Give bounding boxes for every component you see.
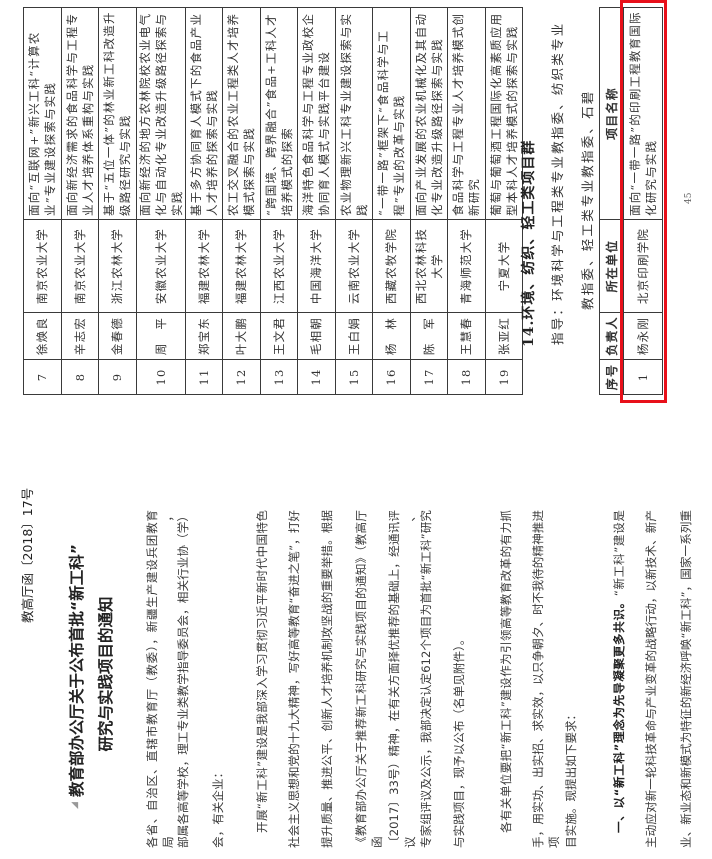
table-row: 10 周 平安徽农业大学 面向新经济的地方农林院校农业电气化与自动化专业改造升级路径… bbox=[136, 7, 185, 395]
guidance-line: 指导：环境科学与工程类专业教指委、纺织类专业 bbox=[550, 21, 565, 345]
cell-no: 7 bbox=[23, 359, 61, 395]
body-line: 主动应对新一轮科技革命与产业变革的战略行动，以新技术、新产 bbox=[644, 510, 658, 848]
body-line: 《教育部办公厅关于推荐新工科研究与实践项目的通知》（教高厅函 bbox=[354, 510, 384, 848]
cell-unit: 中国海洋大学 bbox=[297, 219, 335, 313]
cell-no: 14 bbox=[297, 359, 335, 395]
table-row: 18 王慧春 青海师范大学 食品科学与工程专业人才培养模式创新研究 bbox=[447, 7, 485, 395]
cell-no: 16 bbox=[372, 359, 410, 395]
cell-name: 张亚红 bbox=[485, 312, 523, 360]
body-line: 会，有关企业： bbox=[211, 766, 225, 848]
body-text: “新工科”建设是 bbox=[612, 510, 626, 597]
cell-name: 徐焕良 bbox=[23, 312, 61, 360]
cell-no: 11 bbox=[185, 359, 223, 395]
cell-unit: 云南农业大学 bbox=[335, 219, 373, 313]
cell-name: 陈 军 bbox=[410, 312, 448, 360]
cell-unit: 西北农林科技大学 bbox=[410, 219, 448, 313]
table-row: 19 张亚红 宁夏大学 葡萄与葡萄酒工程国际化高素质应用型本科人才培养模式的探索与实践 bbox=[485, 7, 523, 395]
table-row: 14 毛相朝 中国海洋大学 海洋特色食品科学与工程专业政校企协同育人模式与实践平台建设 bbox=[297, 7, 335, 395]
cell-unit: 福建农林大学 bbox=[222, 219, 260, 313]
body-line: 部属各高等学校，理工专业类教学指导委员会，相关行业协（学） bbox=[176, 510, 190, 848]
body-line: 社会主义思想和党的十九大精神，写好高等教育“奋进之笔”，打好 bbox=[287, 510, 301, 848]
cell-unit: 青海师范大学 bbox=[447, 219, 485, 313]
cell-name: 杨 林 bbox=[372, 312, 410, 360]
highlight-box bbox=[620, 0, 667, 403]
cell-no: 18 bbox=[447, 359, 485, 395]
body-line: 提升质量、推进公平、创新人才培养机制攻坚战的重要举措。根据 bbox=[320, 510, 334, 848]
bold-heading-text: 一、以“新工科”理念为先导凝聚更多共识。 bbox=[612, 596, 626, 833]
table-row: 15 王白娟 云南农业大学 农业物理新兴工科专业建设探索与实践 bbox=[335, 7, 373, 395]
cell-name: 毛相朝 bbox=[297, 312, 335, 360]
body-line: 与实践项目，现予以公布（名单见附件）。 bbox=[452, 633, 466, 848]
project-table: 7 徐焕良 南京农业大学 面向“互联网+”新兴工科“计算农业”专业建设探索与实践 8 辛志… bbox=[23, 7, 523, 395]
cell-unit: 江西农业大学 bbox=[260, 219, 298, 313]
cell-name: 郑宝东 bbox=[185, 312, 223, 360]
cell-no: 9 bbox=[98, 359, 136, 395]
cell-unit: 宁夏大学 bbox=[485, 219, 523, 313]
cell-name: 辛志宏 bbox=[61, 312, 99, 360]
cell-project: 海洋特色食品科学与工程专业政校企协同育人模式与实践平台建设 bbox=[297, 7, 335, 220]
cell-name: 叶大鹏 bbox=[222, 312, 260, 360]
body-line: 业、新业态和新模式为特征的新经济呼唤“新工科”，国家一系列重 bbox=[679, 510, 693, 848]
cell-name: 王文君 bbox=[260, 312, 298, 360]
section-heading: 14.环境、纺织、轻工类项目群 bbox=[521, 139, 537, 347]
guidance-line: 教指委、轻工类专业教指委、石碧 bbox=[580, 89, 595, 310]
body-line: 开展“新工科”建设是我部深入学习贯彻习近平新时代中国特色 bbox=[255, 510, 269, 833]
body-line: 一、以“新工科”理念为先导凝聚更多共识。“新工科”建设是 bbox=[611, 510, 627, 833]
cell-project: 农工交叉融合的农业工程类人才培养模式探索与实践 bbox=[222, 7, 260, 220]
cell-project: 葡萄与葡萄酒工程国际化高素质应用型本科人才培养模式的探索与实践 bbox=[485, 7, 523, 220]
body-line: 专家组评议及公示，我部决定认定612个项目为首批“新工科”研究 bbox=[419, 510, 433, 848]
cell-project: 面向新经济需求的食品科学与工程专业人才培养体系重构与实践 bbox=[61, 7, 99, 220]
cell-no: 15 bbox=[335, 359, 373, 395]
cell-project: “一带一路”框架下“食品科学与工程”专业的改革与实践 bbox=[372, 7, 410, 220]
cell-project: 基于“五位一体”的林业新工科改造升级路径研究与实践 bbox=[98, 7, 136, 220]
cell-project: 农业物理新兴工科专业建设探索与实践 bbox=[335, 7, 373, 220]
body-line: 各省、自治区、直辖市教育厅（教委），新疆生产建设兵团教育局， bbox=[145, 510, 175, 848]
cell-no: 17 bbox=[410, 359, 448, 395]
table-row: 16 杨 林西藏农牧学院 “一带一路”框架下“食品科学与工程”专业的改革与实践 bbox=[372, 7, 410, 395]
page-number: 45 bbox=[684, 192, 694, 204]
cell-no: 10 bbox=[136, 359, 185, 395]
cell-no: 13 bbox=[260, 359, 298, 395]
cell-project: “跨国境、跨界融合”食品+工科人才培养模式的探索 bbox=[260, 7, 298, 220]
cell-unit: 南京农业大学 bbox=[61, 219, 99, 313]
triangle-marker-icon: ◢ bbox=[70, 802, 80, 809]
table-row: 13 王文君 江西农业大学 “跨国境、跨界融合”食品+工科人才培养模式的探索 bbox=[260, 7, 298, 395]
cell-no: 19 bbox=[485, 359, 523, 395]
cell-unit: 西藏农牧学院 bbox=[372, 219, 410, 313]
table-row: 17 陈 军西北农林科技大学 面向产业发展的农业机械化及其自动化专业改造升级路径探索… bbox=[410, 7, 448, 395]
cell-project: 面向“互联网+”新兴工科“计算农业”专业建设探索与实践 bbox=[23, 7, 61, 220]
cell-project: 基于多方协同育人模式下的食品产业人才培养的探索与实践 bbox=[185, 7, 223, 220]
notice-page: 教高厅函〔2018〕17号 ◢ 教育部办公厅关于公布首批“新工科” 研究与实践项… bbox=[0, 430, 712, 859]
cell-unit: 福建农林大学 bbox=[185, 219, 223, 313]
body-line: 目实施。现提出如下要求： bbox=[564, 708, 578, 848]
cell-name: 金春德 bbox=[98, 312, 136, 360]
body-line: 手，用实功、出实招、求实效，以只争朝夕、时不我待的精神推进项 bbox=[531, 510, 561, 848]
cell-no: 12 bbox=[222, 359, 260, 395]
table-row: 7 徐焕良 南京农业大学 面向“互联网+”新兴工科“计算农业”专业建设探索与实践 bbox=[23, 7, 61, 395]
body-line: 各有关单位要把“新工科”建设作为引领高等教育改革的有力抓 bbox=[499, 510, 513, 833]
cell-unit: 浙江农林大学 bbox=[98, 219, 136, 313]
cell-name: 王白娟 bbox=[335, 312, 373, 360]
table-row: 11 郑宝东 福建农林大学 基于多方协同育人模式下的食品产业人才培养的探索与实践 bbox=[185, 7, 223, 395]
document-title: 研究与实践项目的通知 bbox=[97, 596, 115, 752]
table-row: 12 叶大鹏 福建农林大学 农工交叉融合的农业工程类人才培养模式探索与实践 bbox=[222, 7, 260, 395]
body-line: 〔2017〕33号）精神，在有关方面择优推荐的基础上，经通讯评议、 bbox=[387, 510, 417, 848]
document-title: 教育部办公厅关于公布首批“新工科” bbox=[68, 544, 86, 797]
table-row: 8 辛志宏 南京农业大学 面向新经济需求的食品科学与工程专业人才培养体系重构与实践 bbox=[61, 7, 99, 395]
cell-project: 面向产业发展的农业机械化及其自动化专业改造升级路径探索与实践 bbox=[410, 7, 448, 220]
cell-name: 王慧春 bbox=[447, 312, 485, 360]
table-row: 9 金春德 浙江农林大学 基于“五位一体”的林业新工科改造升级路径研究与实践 bbox=[98, 7, 136, 395]
cell-project: 面向新经济的地方农林院校农业电气化与自动化专业改造升级路径探索与实践 bbox=[136, 7, 185, 220]
document-number: 教高厅函〔2018〕17号 bbox=[20, 487, 35, 623]
cell-unit: 安徽农业大学 bbox=[136, 219, 185, 313]
cell-name: 周 平 bbox=[136, 312, 185, 360]
cell-project: 食品科学与工程专业人才培养模式创新研究 bbox=[447, 7, 485, 220]
cell-unit: 南京农业大学 bbox=[23, 219, 61, 313]
cell-no: 8 bbox=[61, 359, 99, 395]
table-page: 7 徐焕良 南京农业大学 面向“互联网+”新兴工科“计算农业”专业建设探索与实践 8 辛志… bbox=[23, 0, 694, 403]
